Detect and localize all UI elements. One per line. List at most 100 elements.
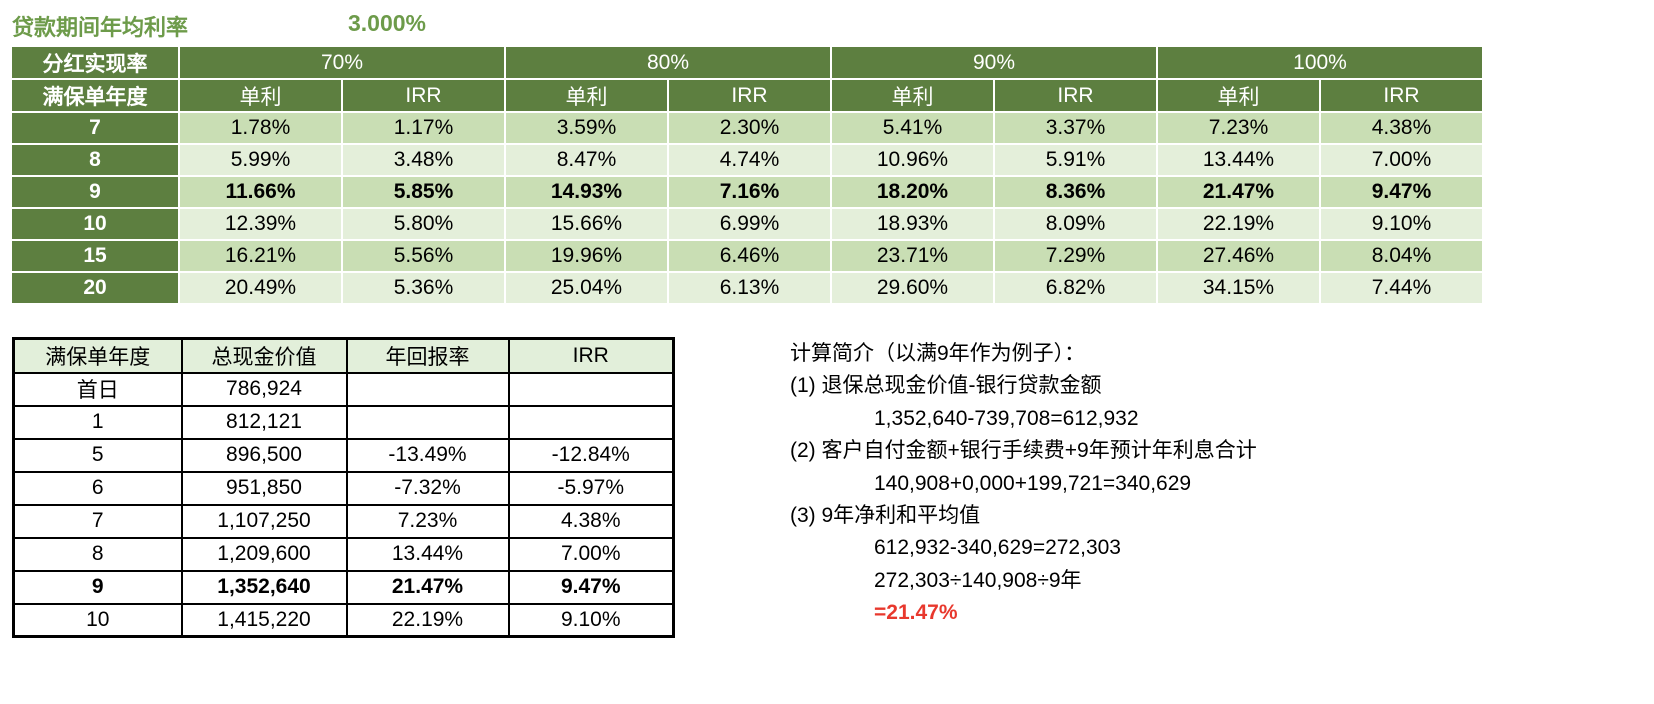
detail-header-row: 满保单年度 总现金价值 年回报率 IRR bbox=[12, 337, 675, 374]
table-cell: 1.78% bbox=[180, 113, 341, 143]
corner-policy-year-label: 满保单年度 bbox=[12, 80, 178, 111]
table-cell: 18.20% bbox=[832, 177, 993, 207]
table-cell: 8.36% bbox=[995, 177, 1156, 207]
table-cell: 21.47% bbox=[1158, 177, 1319, 207]
table-cell: 25.04% bbox=[506, 273, 667, 303]
table-cell: 34.15% bbox=[1158, 273, 1319, 303]
detail-cell-cash: 1,415,220 bbox=[180, 602, 348, 638]
detail-row-8: 8 1,209,600 13.44% 7.00% bbox=[12, 536, 675, 572]
detail-header-annual-return: 年回报率 bbox=[345, 337, 510, 374]
row-year: 20 bbox=[12, 273, 178, 303]
detail-cell-annual: 22.19% bbox=[345, 602, 510, 638]
table-cell: 12.39% bbox=[180, 209, 341, 239]
detail-header-policy-year: 满保单年度 bbox=[12, 337, 183, 374]
table-cell: 13.44% bbox=[1158, 145, 1319, 175]
table-row-year-7: 7 1.78% 1.17% 3.59% 2.30% 5.41% 3.37% 7.… bbox=[12, 113, 1482, 143]
table-cell: 2.30% bbox=[669, 113, 830, 143]
detail-cell-cash: 1,107,250 bbox=[180, 503, 348, 539]
table-cell: 8.04% bbox=[1321, 241, 1482, 271]
sub-header-irr-100: IRR bbox=[1321, 80, 1482, 111]
table-cell: 19.96% bbox=[506, 241, 667, 271]
table-cell: 5.56% bbox=[343, 241, 504, 271]
detail-cell-annual: -7.32% bbox=[345, 470, 510, 506]
notes-formula-3a: 612,932-340,629=272,303 bbox=[874, 536, 1121, 560]
group-header-90: 90% bbox=[832, 47, 1156, 78]
detail-cell-cash: 1,352,640 bbox=[180, 569, 348, 605]
table-cell: 7.23% bbox=[1158, 113, 1319, 143]
loan-rate-title: 贷款期间年均利率 bbox=[12, 15, 189, 40]
detail-row-10: 10 1,415,220 22.19% 9.10% bbox=[12, 602, 675, 638]
detail-cell-irr: 4.38% bbox=[507, 503, 675, 539]
notes-intro: 计算简介（以满9年作为例子）： bbox=[790, 342, 1086, 365]
detail-row-5: 5 896,500 -13.49% -12.84% bbox=[12, 437, 675, 473]
row-year: 10 bbox=[12, 209, 178, 239]
detail-cell-year: 10 bbox=[12, 602, 183, 638]
table-cell: 16.21% bbox=[180, 241, 341, 271]
sub-header-row: 满保单年度 单利 IRR 单利 IRR 单利 IRR 单利 IRR bbox=[12, 80, 1482, 111]
table-cell: 14.93% bbox=[506, 177, 667, 207]
table-cell: 7.00% bbox=[1321, 145, 1482, 175]
notes-step-3: (3) 9年净利和平均值 bbox=[790, 503, 981, 527]
table-cell: 29.60% bbox=[832, 273, 993, 303]
title-row: 贷款期间年均利率 3.000% bbox=[12, 8, 1412, 40]
detail-cell-cash: 896,500 bbox=[180, 437, 348, 473]
row-year: 8 bbox=[12, 145, 178, 175]
loan-rate-value: 3.000% bbox=[348, 10, 427, 36]
detail-cell-irr bbox=[507, 371, 675, 407]
table-cell: 6.82% bbox=[995, 273, 1156, 303]
table-cell: 1.17% bbox=[343, 113, 504, 143]
table-cell: 18.93% bbox=[832, 209, 993, 239]
cash-value-table: 满保单年度 总现金价值 年回报率 IRR 首日 786,924 1 812,12… bbox=[12, 337, 675, 638]
notes-step-1: (1) 退保总现金价值-银行贷款金额 bbox=[790, 374, 1102, 398]
table-cell: 6.13% bbox=[669, 273, 830, 303]
table-cell: 4.74% bbox=[669, 145, 830, 175]
table-cell: 8.47% bbox=[506, 145, 667, 175]
notes-formula-2: 140,908+0,000+199,721=340,629 bbox=[874, 471, 1192, 495]
table-cell: 6.99% bbox=[669, 209, 830, 239]
notes-result: =21.47% bbox=[874, 601, 958, 625]
group-header-70: 70% bbox=[180, 47, 504, 78]
sub-header-irr-70: IRR bbox=[343, 80, 504, 111]
detail-cell-irr: -12.84% bbox=[507, 437, 675, 473]
detail-cell-cash: 951,850 bbox=[180, 470, 348, 506]
table-cell: 7.16% bbox=[669, 177, 830, 207]
sub-header-simple-80: 单利 bbox=[506, 80, 667, 111]
notes-formula-1: 1,352,640-739,708=612,932 bbox=[874, 406, 1139, 430]
detail-cell-cash: 812,121 bbox=[180, 404, 348, 440]
table-cell: 9.47% bbox=[1321, 177, 1482, 207]
notes-formula-3b: 272,303÷140,908÷9年 bbox=[874, 568, 1082, 592]
detail-row-6: 6 951,850 -7.32% -5.97% bbox=[12, 470, 675, 506]
detail-row-day1: 首日 786,924 bbox=[12, 371, 675, 407]
group-header-80: 80% bbox=[506, 47, 830, 78]
table-cell: 20.49% bbox=[180, 273, 341, 303]
table-cell: 5.80% bbox=[343, 209, 504, 239]
table-cell: 5.91% bbox=[995, 145, 1156, 175]
table-cell: 6.46% bbox=[669, 241, 830, 271]
detail-cell-cash: 786,924 bbox=[180, 371, 348, 407]
detail-cell-annual bbox=[345, 371, 510, 407]
table-cell: 9.10% bbox=[1321, 209, 1482, 239]
detail-cell-year: 9 bbox=[12, 569, 183, 605]
table-cell: 7.29% bbox=[995, 241, 1156, 271]
detail-cell-annual: 21.47% bbox=[345, 569, 510, 605]
table-cell: 5.36% bbox=[343, 273, 504, 303]
group-header-row: 分红实现率 70% 80% 90% 100% bbox=[12, 47, 1482, 78]
notes-step-2: (2) 客户自付金额+银行手续费+9年预计年利息合计 bbox=[790, 439, 1257, 463]
detail-cell-year: 1 bbox=[12, 404, 183, 440]
detail-cell-annual: 13.44% bbox=[345, 536, 510, 572]
group-header-100: 100% bbox=[1158, 47, 1482, 78]
detail-cell-year: 首日 bbox=[12, 371, 183, 407]
detail-cell-year: 8 bbox=[12, 536, 183, 572]
detail-cell-annual: 7.23% bbox=[345, 503, 510, 539]
detail-cell-annual: -13.49% bbox=[345, 437, 510, 473]
sub-header-simple-100: 单利 bbox=[1158, 80, 1319, 111]
detail-cell-irr: 9.10% bbox=[507, 602, 675, 638]
table-cell: 3.48% bbox=[343, 145, 504, 175]
detail-cell-year: 6 bbox=[12, 470, 183, 506]
row-year: 15 bbox=[12, 241, 178, 271]
detail-cell-year: 5 bbox=[12, 437, 183, 473]
row-year: 9 bbox=[12, 177, 178, 207]
sub-header-simple-70: 单利 bbox=[180, 80, 341, 111]
detail-cell-year: 7 bbox=[12, 503, 183, 539]
